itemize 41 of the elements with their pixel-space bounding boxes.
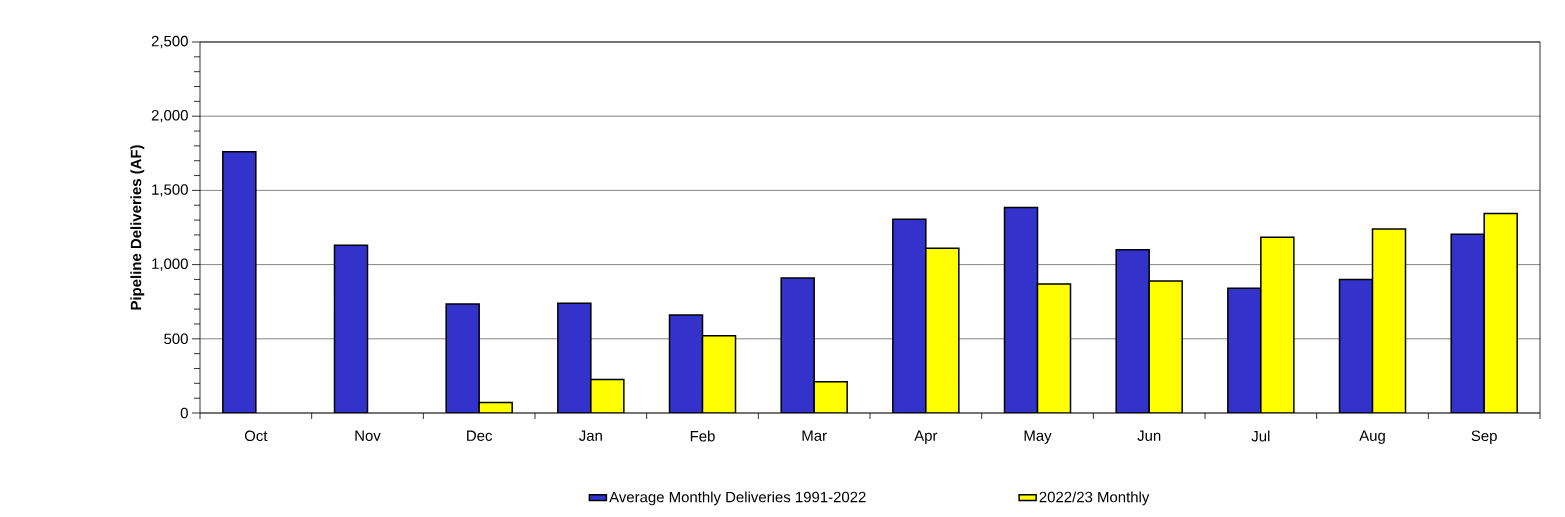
bar (333, 244, 369, 413)
x-tick-label: Nov (355, 430, 381, 441)
x-tick-label: Jun (1137, 430, 1161, 441)
y-tick-label: 1,000 (152, 258, 188, 271)
bar (590, 378, 625, 413)
x-tick-label: Feb (690, 430, 715, 442)
y-tick-label: 2,000 (151, 110, 188, 123)
bar (445, 303, 480, 413)
bar (1115, 249, 1150, 413)
x-tick-label: May (1024, 430, 1052, 444)
bar (557, 302, 592, 413)
bar (1260, 236, 1295, 413)
bar (1338, 278, 1374, 413)
y-tick-label: 1,500 (152, 184, 188, 197)
legend-label: 2022/23 Monthly (1039, 491, 1150, 506)
bar (222, 151, 257, 413)
x-tick-label: Jan (579, 430, 602, 441)
x-tick-label: Jul (1251, 430, 1270, 442)
bar (1036, 283, 1072, 413)
x-tick-label: Sep (1471, 430, 1497, 445)
x-tick-label: Mar (802, 430, 827, 441)
y-tick-label: 2,500 (151, 35, 188, 49)
bar (1450, 233, 1485, 413)
bar (1003, 206, 1039, 413)
y-tick-label: 500 (164, 333, 188, 345)
x-tick-label: Oct (244, 430, 268, 442)
y-tick-label: 0 (180, 407, 188, 419)
bar (892, 218, 927, 413)
bar (1483, 212, 1518, 413)
bar (1148, 280, 1183, 413)
bar (925, 247, 960, 413)
bar (668, 314, 704, 413)
x-tick-label: Apr (914, 430, 938, 444)
y-axis-title: Pipeline Deliveries (AF) (130, 145, 145, 310)
bar (1371, 228, 1407, 413)
bar (701, 335, 737, 413)
x-tick-label: Dec (467, 430, 493, 441)
bar (780, 277, 815, 413)
bar (1227, 287, 1262, 413)
legend-label: Average Monthly Deliveries 1991-2022 (609, 491, 866, 506)
x-tick-label: Aug (1359, 430, 1385, 444)
